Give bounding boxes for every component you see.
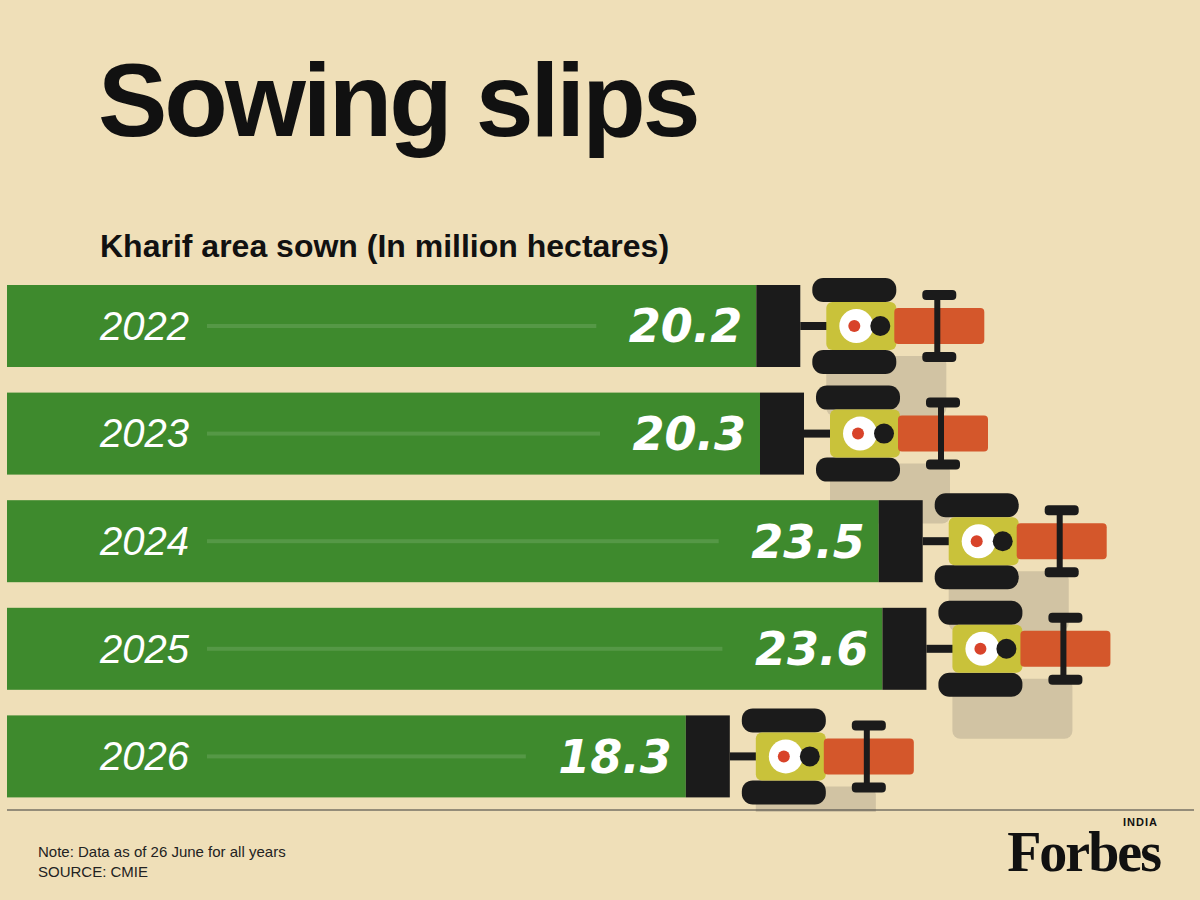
svg-text:20.2: 20.2 <box>629 299 743 353</box>
svg-text:23.5: 23.5 <box>751 515 865 569</box>
svg-text:23.6: 23.6 <box>755 622 869 676</box>
html-text:Sowing slips: Sowing slips <box>98 42 698 158</box>
html-text:Kharif area sown (In million h: Kharif area sown (In million hectares) <box>100 228 669 264</box>
svg-text:2024: 2024 <box>99 519 189 563</box>
svg-text:2022: 2022 <box>99 304 189 348</box>
svg-text:2026: 2026 <box>99 734 190 778</box>
svg-text:2023: 2023 <box>99 411 189 455</box>
svg-text:18.3: 18.3 <box>558 730 672 784</box>
html-text:SOURCE: CMIE: SOURCE: CMIE <box>38 863 148 880</box>
svg-text:2025: 2025 <box>99 627 190 671</box>
svg-text:20.3: 20.3 <box>633 407 747 461</box>
html-text:INDIA: INDIA <box>1123 816 1158 828</box>
html-text:Forbes: Forbes <box>1007 821 1160 883</box>
html-text:Note: Data as of 26 June for a: Note: Data as of 26 June for all years <box>38 843 286 860</box>
